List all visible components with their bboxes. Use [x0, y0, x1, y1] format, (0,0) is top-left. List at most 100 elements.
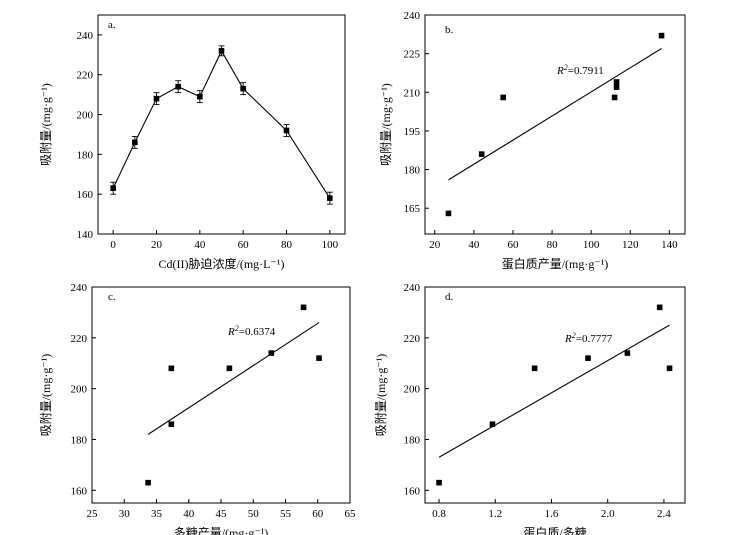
- x-axis-label: Cd(II)胁迫浓度/(mg·L⁻¹): [159, 256, 285, 271]
- data-point: [478, 151, 485, 157]
- plot-frame: [424, 286, 686, 504]
- data-point: [611, 94, 618, 101]
- y-axis-label: 吸附量/(mg·g⁻¹): [374, 354, 388, 437]
- x-axis-label: 蛋白质产量/(mg·g⁻¹): [502, 256, 609, 271]
- y-tick-label: 240: [404, 282, 421, 294]
- x-tick-label: 80: [547, 239, 559, 251]
- data-point: [226, 365, 233, 372]
- series-line: [112, 49, 331, 199]
- plot-frame: [91, 286, 351, 504]
- x-tick-label: 0: [110, 239, 116, 251]
- data-point: [283, 127, 290, 134]
- chart-panel-2: 20 40 60 80 100 120 140 165 180 195 210 225 240 蛋白质产量…: [379, 10, 686, 271]
- r-squared-label: R2=0.6374: [227, 324, 276, 338]
- y-tick-label: 160: [71, 485, 88, 497]
- x-tick-label: 120: [622, 239, 639, 251]
- trend-line: [147, 322, 320, 435]
- trend-line: [448, 48, 662, 181]
- data-point: [132, 139, 138, 146]
- y-axis-label: 吸附量/(mg·g⁻¹): [39, 83, 53, 166]
- x-tick-label: 65: [345, 508, 357, 520]
- x-tick-label: 20: [151, 239, 163, 251]
- data-point: [613, 84, 620, 90]
- panel-label: b.: [445, 24, 454, 36]
- x-axis-label: 蛋白质/多糖: [523, 525, 586, 535]
- x-tick-label: 60: [312, 508, 324, 520]
- y-tick-label: 220: [404, 333, 421, 345]
- data-point: [168, 365, 175, 372]
- data-point: [240, 85, 246, 92]
- x-tick-label: 40: [468, 239, 480, 251]
- r-squared-label: R2=0.7911: [556, 63, 604, 77]
- y-tick-label: 240: [404, 10, 421, 22]
- panel-label: a.: [108, 19, 116, 31]
- data-point: [489, 421, 496, 428]
- y-tick-label: 240: [71, 282, 88, 294]
- data-point: [300, 304, 307, 311]
- data-point: [656, 304, 663, 311]
- trend-line: [438, 324, 670, 458]
- x-tick-label: 30: [119, 508, 131, 520]
- y-tick-label: 180: [71, 434, 88, 446]
- y-tick-label: 180: [77, 149, 94, 161]
- data-point: [613, 79, 620, 85]
- data-point: [585, 355, 591, 361]
- x-tick-label: 55: [280, 508, 292, 520]
- x-tick-label: 35: [151, 508, 163, 520]
- panel-label: d.: [445, 291, 454, 303]
- y-tick-label: 140: [77, 229, 94, 241]
- chart-panel-4: 0.8 1.2 1.6 2.0 2.4 160 180 200 220 240 蛋白质/多糖 吸附量/…: [374, 282, 686, 535]
- data-point: [500, 94, 506, 101]
- y-tick-label: 160: [404, 485, 421, 497]
- y-tick-label: 220: [77, 70, 94, 82]
- y-tick-label: 180: [404, 165, 421, 177]
- data-point: [197, 93, 203, 100]
- y-tick-label: 180: [404, 434, 421, 446]
- data-point: [110, 185, 116, 192]
- x-tick-label: 60: [238, 239, 250, 251]
- y-tick-label: 160: [77, 189, 94, 201]
- x-tick-label: 2.4: [657, 508, 671, 520]
- panel-label: c.: [108, 291, 116, 303]
- data-point: [168, 421, 175, 428]
- y-tick-label: 195: [404, 126, 421, 138]
- data-point: [624, 350, 631, 356]
- x-tick-label: 0.8: [432, 508, 446, 520]
- data-point: [531, 365, 538, 372]
- chart-panel-1: 0 20 40 60 80 100 140 160 180 200 220 240 Cd(II)胁迫浓度…: [39, 14, 346, 271]
- plot-frame: [424, 14, 686, 235]
- x-tick-label: 40: [183, 508, 195, 520]
- x-tick-label: 20: [429, 239, 441, 251]
- x-tick-label: 1.2: [488, 508, 502, 520]
- data-point: [316, 355, 322, 361]
- y-tick-label: 165: [404, 203, 421, 215]
- x-axis-label: 多糖产量/(mg·g⁻¹): [174, 525, 269, 535]
- x-tick-label: 2.0: [601, 508, 615, 520]
- data-point: [436, 479, 442, 486]
- x-tick-label: 100: [322, 239, 339, 251]
- data-point: [445, 210, 452, 217]
- x-tick-label: 80: [281, 239, 293, 251]
- x-tick-label: 140: [661, 239, 678, 251]
- x-tick-label: 60: [507, 239, 519, 251]
- y-axis-label: 吸附量/(mg·g⁻¹): [39, 354, 53, 437]
- data-point: [175, 83, 181, 90]
- y-tick-label: 225: [404, 49, 421, 61]
- data-point: [153, 95, 160, 102]
- data-point: [145, 479, 151, 486]
- r-squared-label: R2=0.7777: [564, 331, 613, 345]
- y-axis-label: 吸附量/(mg·g⁻¹): [379, 83, 393, 166]
- x-tick-label: 40: [194, 239, 206, 251]
- x-tick-label: 50: [248, 508, 260, 520]
- y-tick-label: 200: [71, 384, 88, 396]
- y-tick-label: 220: [71, 333, 88, 345]
- y-tick-label: 200: [77, 110, 94, 122]
- x-tick-label: 25: [87, 508, 99, 520]
- y-tick-label: 210: [404, 87, 421, 99]
- data-point: [658, 32, 665, 39]
- x-tick-label: 1.6: [545, 508, 559, 520]
- chart-panel-3: 25 30 35 40 45 50 55 60 65 160 180 200 220 240 多糖产量/(m…: [39, 282, 356, 535]
- x-tick-label: 45: [216, 508, 228, 520]
- data-point: [327, 195, 333, 201]
